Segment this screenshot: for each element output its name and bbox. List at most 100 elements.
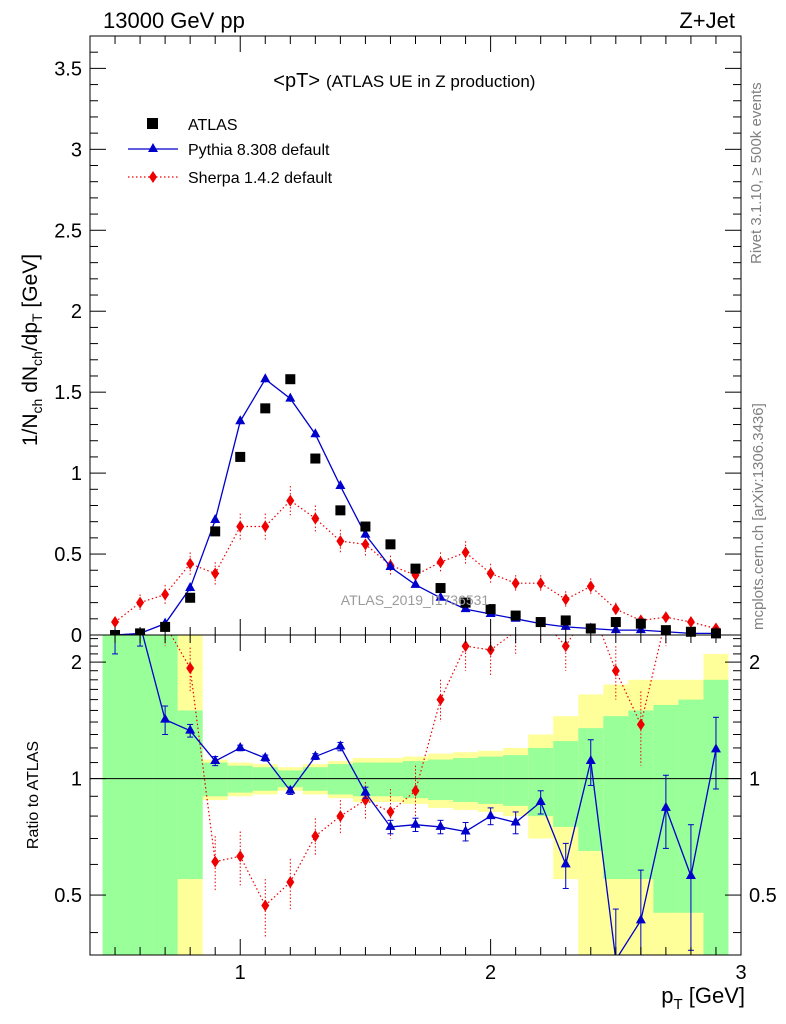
sherpa-ratio-marker <box>361 794 370 807</box>
sherpa-ratio-segment <box>264 881 291 906</box>
legend-marker-pythia <box>148 143 158 152</box>
ratio-plot-panel: 0.5 0.5 1 1 2 2 1 2 3 <box>54 634 777 984</box>
pythia-marker <box>335 480 346 490</box>
legend-marker-atlas <box>147 118 158 129</box>
pythia-marker <box>285 392 296 402</box>
sherpa-ratio-marker <box>261 899 270 912</box>
pythia-ratio-segment <box>690 749 717 877</box>
sherpa-ratio-marker <box>461 640 470 653</box>
pythia-ratio-marker <box>585 755 596 765</box>
sherpa-ratio-marker <box>436 693 445 706</box>
pythia-marker <box>410 578 421 588</box>
sherpa-ratio-marker <box>211 855 220 868</box>
sherpa-ratio-segment <box>215 855 241 863</box>
atlas-data-point <box>410 563 421 574</box>
legend-marker-sherpa <box>149 171 157 183</box>
pythia-ratio-marker <box>310 750 321 760</box>
energy-label: 13000 GeV pp <box>103 8 245 33</box>
pythia-ratio-marker <box>210 755 221 765</box>
pythia-ratio-segment <box>440 826 466 833</box>
sherpa-ratio-marker <box>336 810 345 823</box>
main-y-axis-title: 1/Nch dNch/dpT [GeV] <box>19 254 45 446</box>
pythia-ratio-segment <box>640 807 667 921</box>
inner-band-bin <box>478 756 504 804</box>
pythia-ratio-segment <box>415 824 441 828</box>
pythia-ratio-marker <box>560 858 571 868</box>
atlas-data-point <box>460 597 471 608</box>
atlas-data-point <box>610 617 621 628</box>
sherpa-marker <box>486 567 495 580</box>
sherpa-ratio-segment <box>340 799 366 817</box>
atlas-data-point <box>335 505 346 516</box>
sherpa-marker <box>461 546 470 559</box>
atlas-data-point <box>635 618 646 629</box>
inner-band-bin <box>152 635 178 955</box>
pythia-ratio-segment <box>189 730 216 762</box>
pythia-ratio-marker <box>235 741 246 751</box>
pythia-ratio-marker <box>260 752 271 762</box>
inner-band-bin <box>603 716 629 880</box>
pythia-ratio-marker <box>285 784 296 794</box>
x-tick-label: 3 <box>735 962 746 984</box>
pythia-ratio-marker <box>185 724 196 734</box>
legend-label-pythia: Pythia 8.308 default <box>188 142 330 159</box>
atlas-data-point <box>160 621 171 632</box>
atlas-data-point <box>560 615 571 626</box>
inner-band-bin <box>553 741 579 827</box>
atlas-data-point <box>310 453 321 464</box>
legend-item-atlas: ATLAS <box>147 117 238 134</box>
inner-band-bin <box>428 759 454 801</box>
pythia-ratio-segment <box>565 760 592 865</box>
pythia-ratio-marker <box>535 795 546 805</box>
ratio-y-tick-label-right: 1 <box>749 769 760 791</box>
pythia-ratio-segment <box>665 807 692 877</box>
inner-band-bin <box>377 762 403 797</box>
sherpa-ratio-marker <box>636 718 645 731</box>
ratio-series-group <box>112 634 721 956</box>
sherpa-marker <box>336 535 345 548</box>
rivet-label: Rivet 3.1.10, ≥ 500k events <box>748 82 765 264</box>
sherpa-marker <box>261 520 270 533</box>
plot-title-main: <pT> <box>273 70 320 92</box>
sherpa-marker <box>186 557 195 570</box>
sherpa-marker <box>236 520 245 533</box>
sherpa-ratio-segment <box>465 645 491 651</box>
sherpa-marker <box>211 567 220 580</box>
watermark: ATLAS_2019_I1736531 <box>341 592 490 608</box>
sherpa-ratio-marker <box>411 784 420 797</box>
ratio-y-tick-label-right: 0.5 <box>749 885 777 907</box>
pythia-ratio-segment <box>540 801 567 865</box>
sherpa-ratio-segment <box>490 634 512 651</box>
inner-band-bin <box>177 710 203 880</box>
inner-band-bin <box>628 710 654 880</box>
ratio-y-tick-label-right: 2 <box>749 652 760 674</box>
pythia-ratio-segment <box>490 815 516 824</box>
pythia-ratio-segment <box>390 824 416 828</box>
x-axis-title: pT [GeV] <box>661 983 745 1013</box>
inner-band-bin <box>453 758 479 802</box>
pythia-ratio-segment <box>618 920 642 956</box>
pythia-ratio-marker <box>685 870 696 880</box>
sherpa-marker <box>311 512 320 525</box>
sherpa-marker <box>436 556 445 569</box>
pythia-marker <box>360 528 371 538</box>
pythia-ratio-marker <box>510 816 521 826</box>
ratio-y-tick-label: 2 <box>71 652 82 674</box>
sherpa-marker <box>161 588 170 601</box>
sherpa-marker <box>111 616 120 629</box>
plot-title-sub: (ATLAS UE in Z production) <box>326 72 535 91</box>
inner-band-bin <box>503 755 529 806</box>
sherpa-marker <box>686 616 695 629</box>
sherpa-marker <box>511 577 520 590</box>
pythia-ratio-marker <box>710 743 721 753</box>
sherpa-ratio-marker <box>561 640 570 653</box>
mcplots-label: mcplots.cern.ch [arXiv:1306.3436] <box>750 403 767 630</box>
sherpa-ratio-segment <box>365 799 391 813</box>
sherpa-marker <box>536 577 545 590</box>
atlas-data-point <box>185 592 196 603</box>
sherpa-ratio-segment <box>390 790 416 813</box>
legend-label-sherpa: Sherpa 1.4.2 default <box>188 170 333 187</box>
pythia-ratio-segment <box>515 801 542 824</box>
pythia-ratio-segment <box>142 634 166 720</box>
sherpa-marker <box>661 611 670 624</box>
